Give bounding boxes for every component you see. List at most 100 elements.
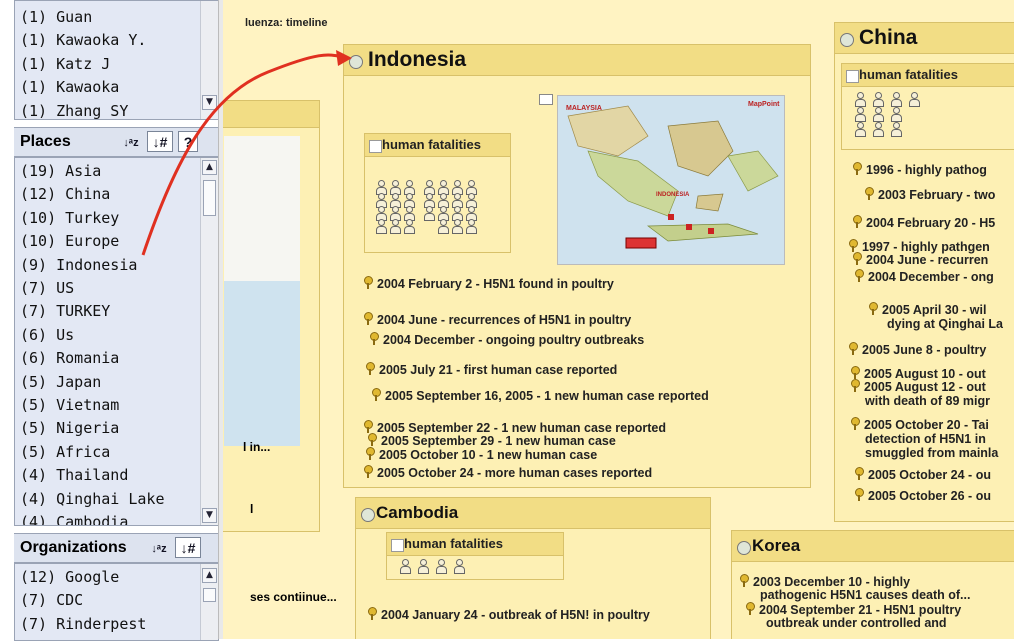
checkbox[interactable] (846, 70, 859, 83)
sort-alpha-button[interactable]: ↓ᵃz (148, 537, 170, 558)
map-thumbnail[interactable]: MALAYSIA INDONESIA MapPoint (557, 95, 785, 265)
help-button[interactable]: ? (178, 131, 198, 152)
pushpin-icon[interactable] (869, 302, 878, 315)
pushpin-icon[interactable] (851, 379, 860, 392)
timeline-event[interactable]: 2005 October 24 - more human cases repor… (364, 465, 652, 480)
timeline-event[interactable]: 2005 August 12 - out (851, 379, 986, 394)
organizations-list[interactable]: (12) Google (7) CDC (7) Rinderpest ▲ (14, 563, 219, 641)
timeline-event[interactable]: 2005 September 29 - 1 new human case (368, 433, 616, 448)
timeline-event[interactable]: 2005 April 30 - wil (869, 302, 986, 317)
pushpin-icon[interactable] (746, 602, 755, 615)
pushpin-icon[interactable] (851, 366, 860, 379)
scrollbar-thumb[interactable] (203, 180, 216, 216)
scroll-down-icon[interactable]: ▼ (202, 508, 217, 523)
scroll-up-icon[interactable]: ▲ (202, 160, 217, 175)
list-item[interactable]: (19) Asia (20, 162, 102, 180)
pushpin-icon[interactable] (855, 269, 864, 282)
timeline-event[interactable]: 2005 September 16, 2005 - 1 new human ca… (372, 388, 709, 403)
checkbox[interactable] (369, 140, 382, 153)
list-item[interactable]: (6) Us (20, 325, 75, 344)
panel-splitter[interactable] (218, 0, 224, 639)
pushpin-icon[interactable] (366, 362, 375, 375)
sort-alpha-button[interactable]: ↓ᵃz (120, 131, 142, 152)
timeline-event[interactable]: 2004 June - recurren (853, 252, 988, 267)
list-item[interactable]: (12) Google (20, 568, 120, 586)
pushpin-icon[interactable] (364, 312, 373, 325)
timeline-event[interactable]: 2005 August 10 - out (851, 366, 986, 381)
list-item[interactable]: (1) Guan (20, 8, 93, 26)
globe-icon[interactable] (361, 508, 375, 522)
timeline-event[interactable]: 2003 February - two (865, 187, 995, 202)
list-item[interactable]: (1) Zhang SY (20, 101, 129, 120)
scroll-up-icon[interactable]: ▲ (202, 568, 217, 583)
pushpin-icon[interactable] (853, 215, 862, 228)
pushpin-icon[interactable] (740, 574, 749, 587)
timeline-canvas[interactable]: luenza: timeline l in... l ses contiinue… (223, 0, 1014, 639)
list-item[interactable]: (6) Romania (20, 349, 120, 368)
globe-icon[interactable] (840, 33, 854, 47)
list-item[interactable]: (12) China (20, 185, 111, 204)
timeline-event[interactable]: 2005 September 22 - 1 new human case rep… (364, 420, 666, 435)
list-item[interactable]: (4) Thailand (20, 466, 129, 485)
places-list[interactable]: (19) Asia (12) China (10) Turkey (10) Eu… (14, 157, 219, 526)
timeline-event[interactable]: 2004 June - recurrences of H5N1 in poult… (364, 312, 631, 327)
pushpin-icon[interactable] (364, 465, 373, 478)
list-item[interactable]: (1) Katz J (20, 54, 111, 73)
timeline-event[interactable]: 2005 October 24 - ou (855, 467, 991, 482)
human-fatalities-box[interactable]: human fatalities (841, 63, 1014, 150)
list-item[interactable]: (5) Nigeria (20, 419, 120, 438)
timeline-event[interactable]: 2005 October 10 - 1 new human case (366, 447, 597, 462)
korea-card[interactable]: Korea 2003 December 10 - highly pathogeni… (731, 530, 1014, 639)
pushpin-icon[interactable] (364, 420, 373, 433)
pushpin-icon[interactable] (372, 388, 381, 401)
list-item[interactable]: (1) Kawaoka (20, 78, 120, 97)
timeline-event[interactable]: 2005 October 20 - Tai (851, 417, 989, 432)
list-item[interactable]: (7) TURKEY (20, 302, 111, 321)
list-item[interactable]: (7) Rinderpest (20, 614, 147, 633)
pushpin-icon[interactable] (364, 276, 373, 289)
sort-count-button[interactable]: ↓# (175, 537, 201, 558)
human-fatalities-box[interactable]: human fatalities (364, 133, 511, 253)
authors-scrollbar[interactable]: ▼ (200, 1, 218, 119)
list-item[interactable]: (1) Kawaoka Y. (20, 31, 147, 50)
list-item[interactable]: (4) Cambodia (20, 513, 129, 526)
pushpin-icon[interactable] (849, 239, 858, 252)
timeline-event[interactable]: 2003 December 10 - highly (740, 574, 910, 589)
list-item[interactable]: (5) Africa (20, 442, 111, 461)
partial-card[interactable] (223, 100, 320, 532)
organizations-scrollbar[interactable]: ▲ (200, 564, 218, 640)
pushpin-icon[interactable] (849, 342, 858, 355)
list-item[interactable]: (5) Vietnam (20, 396, 120, 415)
list-item[interactable]: (10) Turkey (20, 208, 120, 227)
timeline-event[interactable]: 2005 June 8 - poultry (849, 342, 986, 357)
globe-icon[interactable] (349, 55, 363, 69)
timeline-event[interactable]: 2004 September 21 - H5N1 poultry (746, 602, 961, 617)
list-item[interactable]: (9) Indonesia (20, 255, 138, 274)
china-card[interactable]: China human fatalities 1996 - highly pat… (834, 22, 1014, 522)
list-item[interactable]: (4) Qinghai Lake (20, 489, 165, 508)
timeline-event[interactable]: 1996 - highly pathog (853, 162, 987, 177)
pushpin-icon[interactable] (855, 488, 864, 501)
map-note-icon[interactable] (539, 94, 553, 105)
sort-count-button[interactable]: ↓# (147, 131, 173, 152)
scroll-down-icon[interactable]: ▼ (202, 95, 217, 110)
list-item[interactable]: (7) US (20, 279, 75, 298)
timeline-event[interactable]: 2005 July 21 - first human case reported (366, 362, 617, 377)
pushpin-icon[interactable] (370, 332, 379, 345)
timeline-event[interactable]: 2004 January 24 - outbreak of H5N! in po… (368, 607, 650, 622)
cambodia-card[interactable]: Cambodia human fatalities 2004 January 2… (355, 497, 711, 639)
list-item[interactable]: (7) CDC (20, 591, 84, 610)
places-scrollbar[interactable]: ▲ ▼ (200, 158, 218, 525)
authors-list[interactable]: (1) Guan (1) Kawaoka Y. (1) Katz J (1) K… (14, 0, 219, 120)
human-fatalities-box[interactable]: human fatalities (386, 532, 564, 580)
globe-icon[interactable] (737, 541, 751, 555)
pushpin-icon[interactable] (855, 467, 864, 480)
pushpin-icon[interactable] (368, 433, 377, 446)
pushpin-icon[interactable] (853, 162, 862, 175)
timeline-event[interactable]: 2005 October 26 - ou (855, 488, 991, 503)
checkbox[interactable] (391, 539, 404, 552)
pushpin-icon[interactable] (366, 447, 375, 460)
timeline-event[interactable]: 2004 February 20 - H5 (853, 215, 995, 230)
timeline-event[interactable]: 2004 December - ongoing poultry outbreak… (370, 332, 644, 347)
pushpin-icon[interactable] (865, 187, 874, 200)
